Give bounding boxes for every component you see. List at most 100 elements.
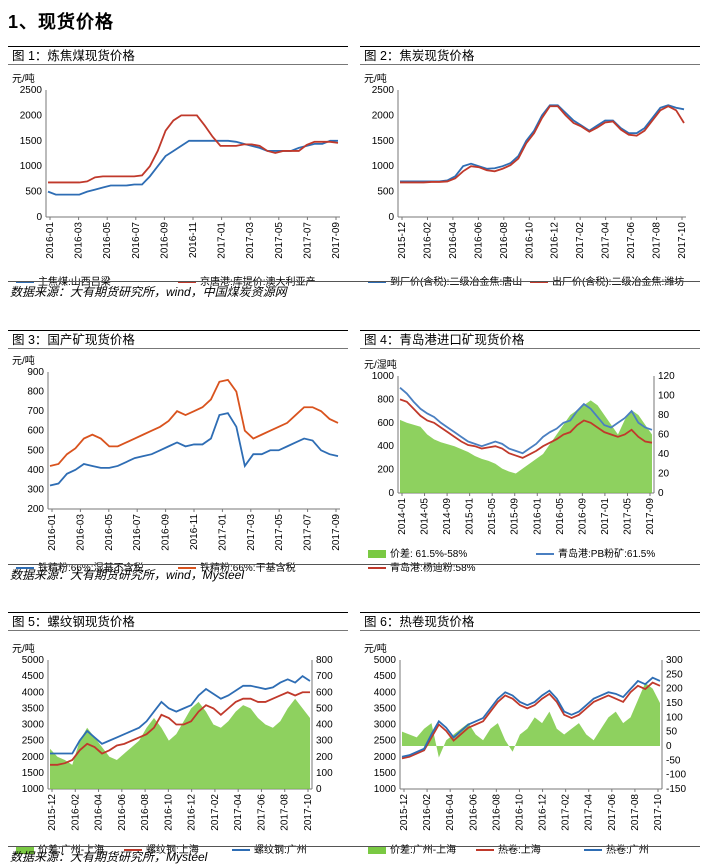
y-right-tick-label: -100: [666, 770, 686, 781]
y-tick-label: 1000: [372, 161, 395, 172]
y-right-tick-label: 250: [666, 669, 683, 680]
y-tick-label: 2000: [374, 752, 397, 763]
x-tick-label: 2014-05: [420, 498, 431, 535]
x-tick-label: 2017-05: [274, 222, 285, 259]
y-right-tick-label: 300: [316, 736, 333, 747]
x-tick-label: 2017-05: [622, 498, 633, 535]
y-right-tick-label: 0: [666, 741, 672, 752]
y-right-tick-label: 100: [658, 391, 675, 402]
y-axis-unit: 元/吨: [12, 642, 35, 655]
x-tick-label: 2016-08: [491, 794, 502, 831]
y-tick-label: 500: [25, 187, 42, 198]
series-line-secondary: [49, 378, 339, 467]
panel-hot-coil: 图 6：热卷现货价格 元/吨 1000 1500 2000 2500 3000 3500 400…: [360, 612, 700, 856]
x-tick-label: 2017-05: [274, 514, 285, 551]
chart-svg: 元/吨 0 500 1000 1500 2000 2500 2015-12 2016-02 201…: [364, 72, 688, 288]
series-area-spread: [50, 698, 310, 789]
series-line-primary: [49, 412, 339, 487]
y-tick-label: 3000: [22, 720, 45, 731]
y-right-tick-label: 0: [658, 488, 664, 499]
x-tick-label: 2017-04: [584, 794, 595, 831]
x-tick-label: 2016-04: [94, 794, 105, 831]
x-tick-label: 2017-08: [630, 794, 641, 831]
x-tick-label: 2017-02: [210, 794, 221, 831]
y-tick-label: 400: [377, 441, 394, 452]
legend-label: 热卷:上海: [498, 843, 541, 856]
x-tick-label: 2016-01: [532, 498, 543, 535]
x-tick-label: 2016-06: [473, 222, 484, 259]
x-tick-label: 2016-03: [74, 222, 85, 259]
y-right-tick-label: 400: [316, 720, 333, 731]
x-tick-label: 2017-01: [217, 514, 228, 551]
panel-title: 图 3：国产矿现货价格: [8, 330, 348, 349]
x-tick-label: 2016-09: [161, 514, 172, 551]
x-tick-label: 2016-06: [468, 794, 479, 831]
x-tick-label: 2016-10: [514, 794, 525, 831]
y-tick-label: 1000: [20, 161, 43, 172]
x-tick-label: 2017-03: [246, 514, 257, 551]
x-tick-label: 2017-01: [217, 222, 228, 259]
x-tick-label: 2017-10: [677, 222, 688, 259]
y-right-tick-label: 200: [316, 752, 333, 763]
x-tick-label: 2016-03: [75, 514, 86, 551]
x-tick-label: 2017-08: [652, 222, 663, 259]
x-tick-label: 2016-12: [187, 794, 198, 831]
y-right-tick-label: -150: [666, 784, 686, 795]
x-tick-label: 2016-11: [189, 514, 200, 550]
x-tick-label: 2016-04: [448, 222, 459, 259]
x-tick-label: 2017-09: [331, 514, 342, 551]
y-right-tick-label: 700: [316, 671, 333, 682]
y-tick-label: 1500: [20, 136, 43, 147]
x-tick-label: 2017-10: [303, 794, 314, 831]
y-tick-label: 2500: [374, 736, 397, 747]
y-tick-label: 5000: [22, 655, 45, 666]
series-line-primary: [400, 104, 685, 183]
x-tick-label: 2016-04: [445, 794, 456, 831]
y-right-tick-label: 300: [666, 655, 683, 666]
y-right-tick-label: 20: [658, 469, 670, 480]
x-tick-label: 2016-12: [538, 794, 549, 831]
series-line-secondary: [48, 114, 339, 184]
legend-swatch: [368, 550, 386, 558]
legend-label: 青岛港:PB粉矿:61.5%: [558, 547, 655, 560]
y-tick-label: 2500: [20, 85, 43, 96]
chart-svg: 元/吨 1000 1500 2000 2500 3000 3500 4000 4500 5000 0…: [12, 642, 333, 856]
y-tick-label: 1000: [372, 371, 395, 382]
x-tick-label: 2016-11: [188, 222, 199, 258]
section-title: 1、现货价格: [8, 12, 115, 32]
y-right-tick-label: 800: [316, 655, 333, 666]
y-right-tick-label: 120: [658, 371, 675, 382]
y-tick-label: 1500: [22, 768, 45, 779]
x-tick-label: 2014-01: [397, 498, 408, 535]
source-note: 数据来源：大有期货研究所，wind，Mysteel: [10, 568, 245, 582]
y-tick-label: 0: [36, 212, 42, 223]
x-tick-label: 2016-06: [117, 794, 128, 831]
x-tick-label: 2015-09: [510, 498, 521, 535]
y-tick-label: 200: [27, 504, 44, 515]
x-tick-label: 2017-01: [600, 498, 611, 535]
panel-imported-ore: 图 4：青岛港进口矿现货价格 元/湿吨 0 200 400 600 800 1000 0 20 40…: [360, 330, 700, 575]
y-axis-unit: 元/吨: [12, 72, 35, 85]
y-tick-label: 0: [388, 488, 394, 499]
y-right-tick-label: 0: [316, 784, 322, 795]
panel-title: 图 6：热卷现货价格: [360, 612, 700, 631]
y-tick-label: 400: [27, 465, 44, 476]
panel-title: 图 5：螺纹钢现货价格: [8, 612, 348, 631]
x-tick-label: 2017-06: [607, 794, 618, 831]
series-line-secondary: [400, 105, 685, 184]
x-tick-label: 2016-05: [104, 514, 115, 551]
y-tick-label: 500: [377, 187, 394, 198]
y-tick-label: 5000: [374, 655, 397, 666]
y-tick-label: 2000: [20, 110, 43, 121]
y-tick-label: 0: [388, 212, 394, 223]
x-tick-label: 2016-07: [132, 514, 143, 551]
x-tick-label: 2017-06: [256, 794, 267, 831]
y-tick-label: 2000: [372, 110, 395, 121]
y-right-tick-label: 80: [658, 410, 670, 421]
y-tick-label: 1500: [372, 136, 395, 147]
y-right-tick-label: 500: [316, 703, 333, 714]
y-tick-label: 2500: [22, 736, 45, 747]
chart-svg: 元/吨 200 300 400 500 600 700 800 900 2016-01 2016-0…: [12, 354, 342, 574]
x-tick-label: 2015-12: [397, 222, 408, 259]
y-right-tick-label: 60: [658, 430, 670, 441]
